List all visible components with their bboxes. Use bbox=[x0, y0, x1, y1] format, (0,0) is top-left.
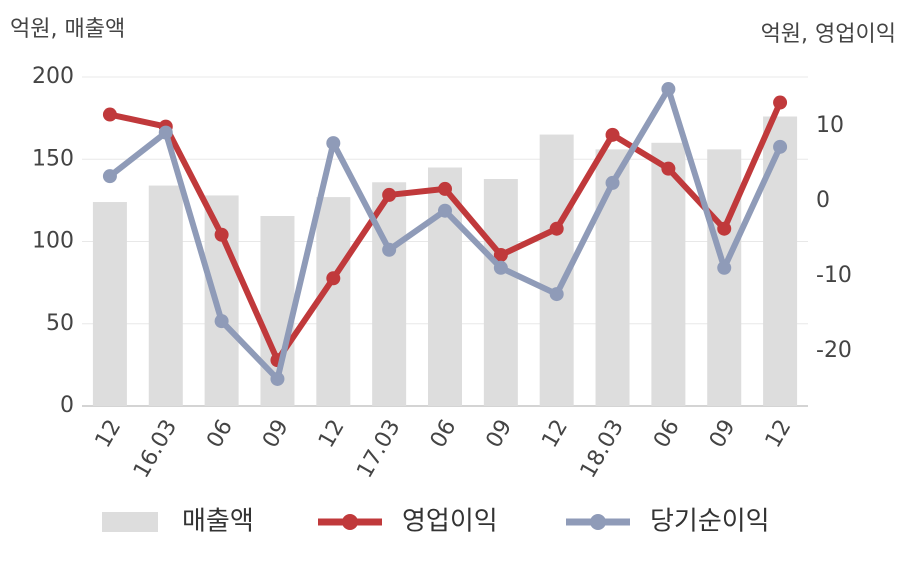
point bbox=[102, 169, 117, 184]
point bbox=[438, 203, 452, 218]
point bbox=[661, 161, 676, 176]
point bbox=[382, 187, 397, 202]
bar bbox=[483, 178, 518, 406]
point bbox=[326, 271, 341, 286]
y2-tick-label: -20 bbox=[816, 338, 852, 363]
y-tick-label: 150 bbox=[32, 146, 74, 171]
y-tick-label: 0 bbox=[60, 393, 74, 418]
x-tick-label: 18.03 bbox=[576, 416, 629, 483]
x-tick-label: 09 bbox=[482, 416, 518, 453]
bar bbox=[316, 197, 351, 406]
point bbox=[773, 139, 788, 154]
x-tick-label: 09 bbox=[705, 416, 741, 453]
point bbox=[661, 82, 676, 97]
point bbox=[493, 260, 508, 275]
legend-swatch bbox=[102, 512, 158, 532]
point bbox=[270, 371, 285, 386]
x-tick-label: 06 bbox=[202, 416, 238, 453]
point bbox=[549, 221, 564, 236]
y-tick-label: 100 bbox=[32, 229, 74, 254]
y2-tick-label: 10 bbox=[816, 113, 844, 138]
bar bbox=[148, 185, 183, 406]
point bbox=[773, 95, 788, 110]
point bbox=[605, 127, 620, 142]
x-tick-label: 16.03 bbox=[129, 416, 182, 483]
y2-tick-label: -10 bbox=[816, 263, 852, 288]
x-tick-label: 12 bbox=[537, 416, 573, 453]
x-tick-label: 09 bbox=[258, 416, 294, 453]
legend-label: 당기순이익 bbox=[650, 507, 770, 537]
y-axis-title: 억원, 매출액 bbox=[10, 17, 125, 42]
x-tick-label: 12 bbox=[314, 416, 350, 453]
y-tick-label: 50 bbox=[46, 311, 74, 336]
legend-marker bbox=[590, 514, 606, 530]
point bbox=[605, 175, 620, 190]
point bbox=[326, 136, 341, 151]
x-tick-label: 12 bbox=[91, 416, 127, 453]
point bbox=[549, 287, 564, 302]
bar bbox=[595, 149, 630, 406]
x-tick-label: 12 bbox=[761, 416, 797, 453]
bar bbox=[372, 182, 407, 406]
point bbox=[717, 221, 732, 236]
point bbox=[158, 125, 173, 140]
point bbox=[717, 260, 732, 275]
legend-marker bbox=[342, 514, 358, 530]
point bbox=[214, 227, 229, 242]
point bbox=[493, 248, 508, 263]
bar bbox=[92, 202, 127, 406]
x-tick-label: 17.03 bbox=[352, 416, 405, 483]
point bbox=[102, 107, 117, 122]
bar bbox=[707, 149, 742, 406]
x-tick-label: 06 bbox=[649, 416, 685, 453]
legend-label: 매출액 bbox=[182, 507, 254, 537]
point bbox=[214, 314, 229, 329]
bar bbox=[763, 116, 798, 406]
point bbox=[382, 242, 397, 257]
y2-tick-label: 0 bbox=[816, 188, 830, 213]
y-tick-label: 200 bbox=[32, 64, 74, 89]
legend-label: 영업이익 bbox=[402, 507, 498, 537]
bar bbox=[204, 195, 239, 406]
bar bbox=[651, 142, 686, 407]
x-tick-label: 06 bbox=[426, 416, 462, 453]
y2-axis-title: 억원, 영업이익 bbox=[761, 22, 896, 47]
point bbox=[438, 181, 452, 196]
